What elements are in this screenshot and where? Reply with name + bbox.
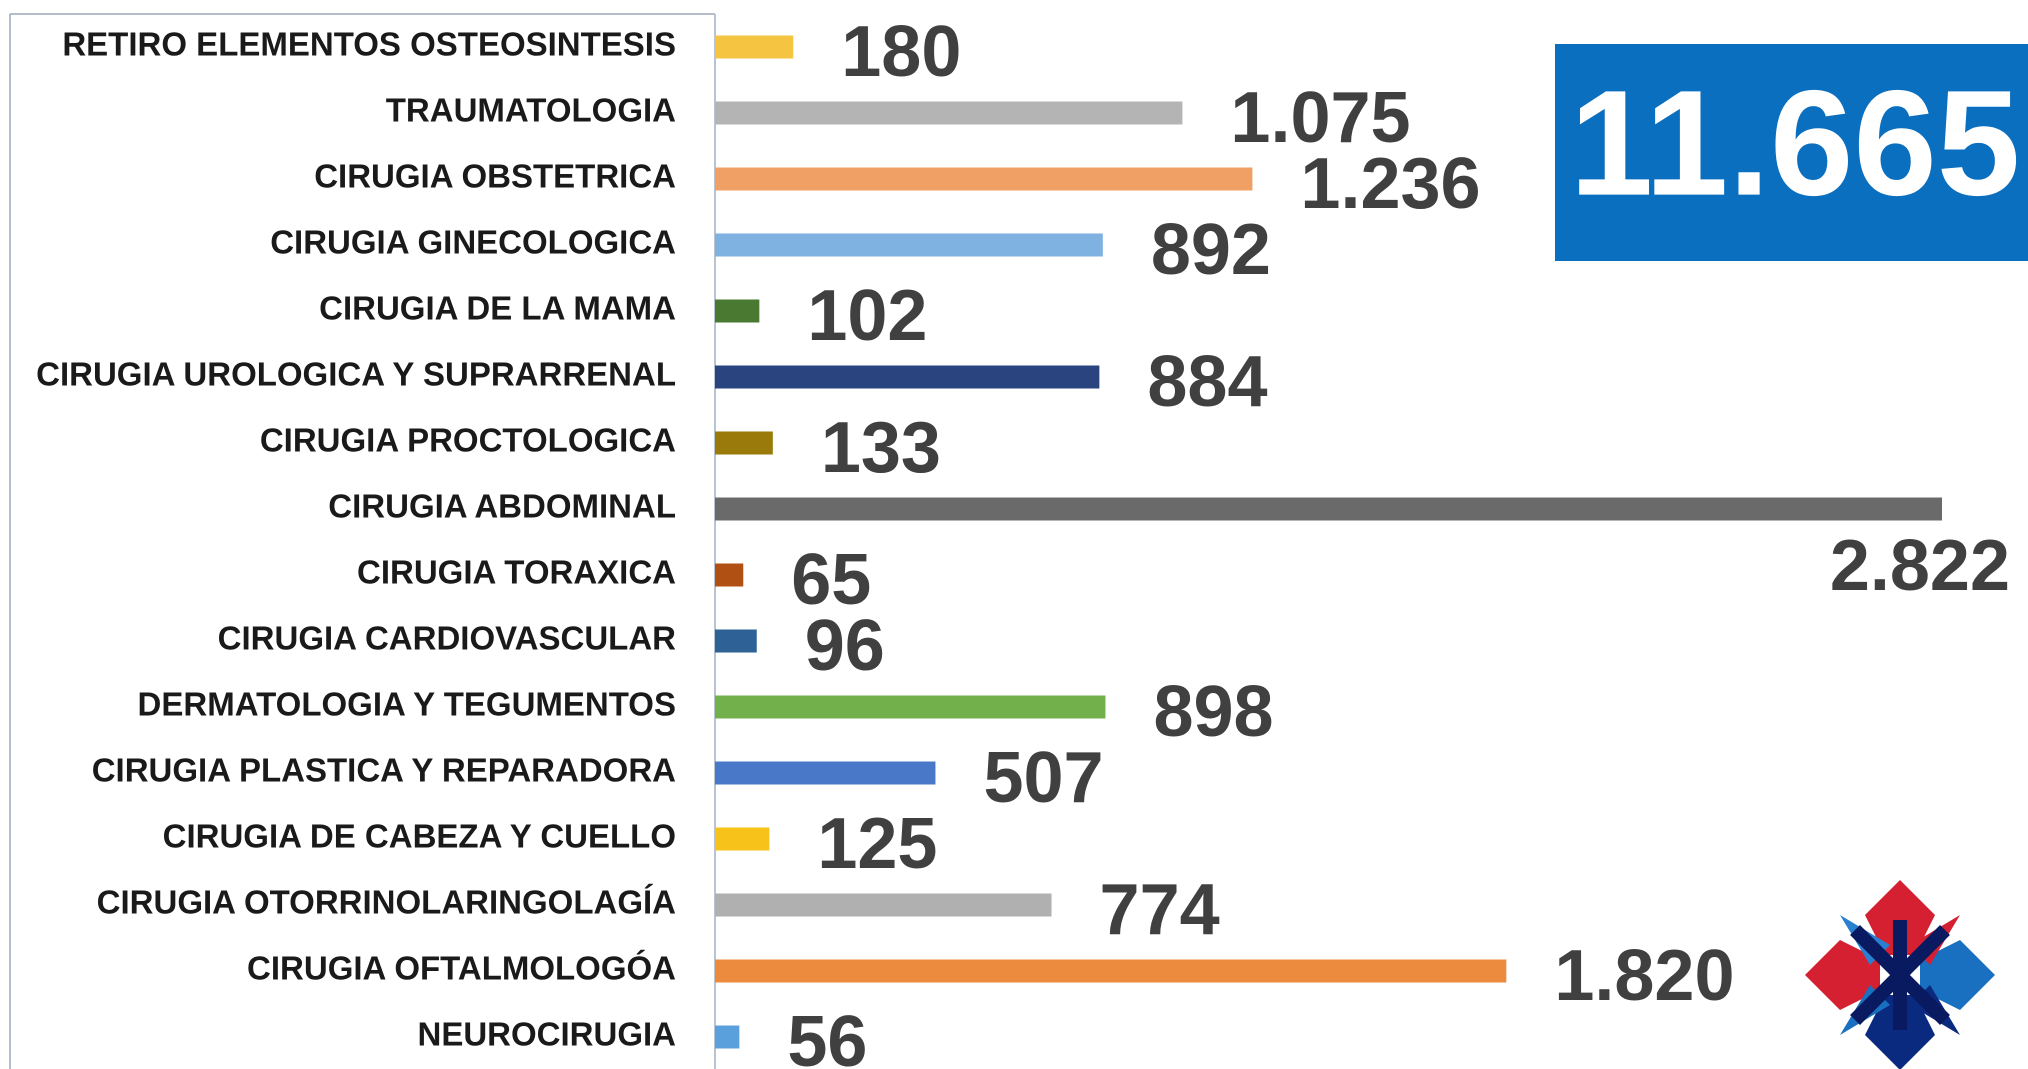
value-label: 102 xyxy=(807,276,927,356)
category-label: CIRUGIA PROCTOLOGICA xyxy=(260,422,676,459)
value-label: 133 xyxy=(821,408,941,488)
bar xyxy=(715,893,1052,917)
category-label: NEUROCIRUGIA xyxy=(417,1016,676,1053)
value-label: 2.822 xyxy=(1830,526,2010,606)
bar xyxy=(715,299,760,323)
value-label: 1.820 xyxy=(1554,936,1734,1016)
category-label: CIRUGIA OBSTETRICA xyxy=(314,158,676,195)
category-label: CIRUGIA ABDOMINAL xyxy=(328,488,676,525)
bar xyxy=(715,101,1183,125)
value-label: 884 xyxy=(1147,342,1267,422)
bar xyxy=(715,1025,740,1049)
value-label: 65 xyxy=(791,540,871,620)
category-label: CIRUGIA GINECOLOGICA xyxy=(270,224,676,261)
total-box xyxy=(1555,44,2028,261)
category-label: CIRUGIA UROLOGICA Y SUPRARRENAL xyxy=(36,356,676,393)
category-label: CIRUGIA PLASTICA Y REPARADORA xyxy=(92,752,676,789)
value-label: 1.075 xyxy=(1230,78,1410,158)
category-label: TRAUMATOLOGIA xyxy=(386,92,676,129)
category-label: CIRUGIA DE CABEZA Y CUELLO xyxy=(163,818,676,855)
bar xyxy=(715,365,1100,389)
total-label: 11.665 xyxy=(1570,59,2021,227)
category-label: DERMATOLOGIA Y TEGUMENTOS xyxy=(138,686,676,723)
value-label: 125 xyxy=(817,804,937,884)
category-label: CIRUGIA TORAXICA xyxy=(357,554,676,591)
bar xyxy=(715,827,770,851)
bar xyxy=(715,233,1103,257)
value-label: 56 xyxy=(787,1002,867,1069)
category-label: RETIRO ELEMENTOS OSTEOSINTESIS xyxy=(62,26,676,63)
category-label: CIRUGIA OFTALMOLOGÓA xyxy=(247,950,676,987)
value-label: 507 xyxy=(983,738,1103,818)
category-label: CIRUGIA OTORRINOLARINGOLAGÍA xyxy=(97,884,676,921)
bar xyxy=(715,431,773,455)
category-label: CIRUGIA CARDIOVASCULAR xyxy=(218,620,676,657)
value-label: 96 xyxy=(805,606,885,686)
bar xyxy=(715,35,794,59)
value-label: 1.236 xyxy=(1300,144,1480,224)
category-label: CIRUGIA DE LA MAMA xyxy=(319,290,676,327)
bar xyxy=(715,563,744,587)
value-label: 892 xyxy=(1151,210,1271,290)
value-label: 774 xyxy=(1100,870,1220,950)
bar xyxy=(715,695,1106,719)
bar xyxy=(715,761,936,785)
logo xyxy=(1805,880,1995,1069)
bar xyxy=(715,959,1507,983)
value-label: 898 xyxy=(1153,672,1273,752)
bar xyxy=(715,629,757,653)
value-label: 180 xyxy=(841,12,961,92)
bar xyxy=(715,167,1253,191)
bar xyxy=(715,497,1942,521)
